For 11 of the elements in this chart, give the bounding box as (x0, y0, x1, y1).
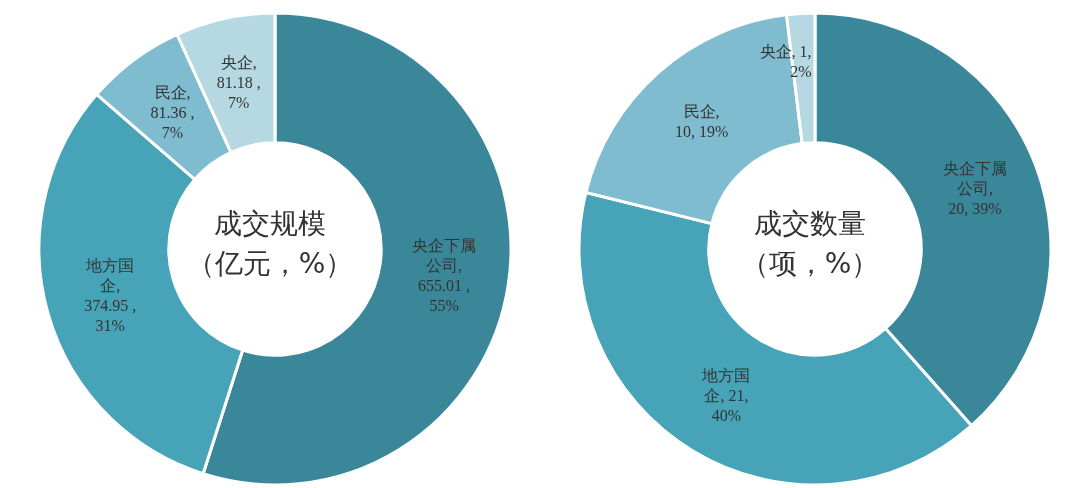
slice-label: 民企, 81.36 , 7% (150, 83, 195, 141)
slice-label: 央企, 81.18 , 7% (216, 53, 261, 111)
text: 成交数量 (754, 207, 866, 240)
slice-label: 地方国企, 374.95 , 31% (84, 256, 137, 334)
slice-label: 民企, 10, 19% (674, 102, 729, 140)
slice-label: 央企下属公司, 20, 39% (942, 159, 1007, 217)
text: 成交规模 (214, 207, 326, 240)
slice-label: 央企下属公司, 655.01 , 55% (412, 236, 477, 314)
text: （项，%） (739, 246, 881, 282)
text: （亿元，%） (186, 247, 354, 280)
slice-label: 地方国企, 21, 40% (701, 366, 751, 424)
